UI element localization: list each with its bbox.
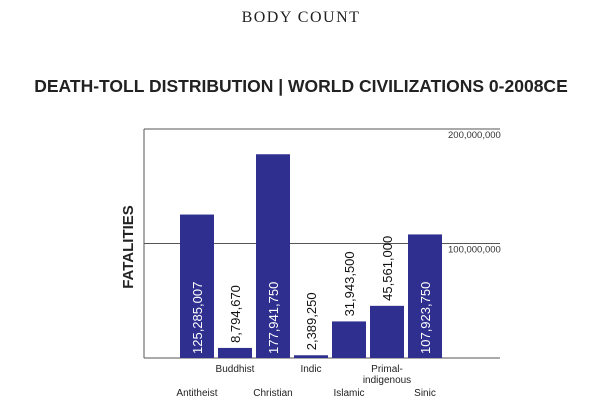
chart-title: DEATH-TOLL DISTRIBUTION | WORLD CIVILIZA… — [34, 76, 568, 96]
x-tick-label: Indic — [300, 364, 321, 375]
page-header: BODY COUNT — [241, 9, 361, 26]
bar-christian — [256, 154, 290, 358]
bar-antitheist — [180, 214, 214, 358]
data-label: 31,943,500 — [342, 251, 357, 316]
data-label: 2,389,250 — [304, 292, 319, 350]
y-tick-label: 200,000,000 — [448, 130, 501, 141]
x-tick-label: Islamic — [333, 388, 364, 399]
bar-indic — [294, 355, 328, 358]
bar-buddhist — [218, 347, 252, 358]
x-tick-label: Christian — [253, 388, 292, 399]
y-axis-label: FATALITIES — [120, 205, 137, 289]
data-label: 45,561,000 — [380, 236, 395, 301]
data-label: 107,923,750 — [418, 282, 433, 354]
bar-primalindigenous — [370, 305, 404, 358]
bar-islamic — [332, 321, 366, 358]
data-label: 177,941,750 — [266, 282, 281, 354]
x-tick-label: Sinic — [414, 388, 436, 399]
data-label: 125,285,007 — [190, 282, 205, 354]
data-label: 8,794,670 — [228, 285, 243, 343]
y-tick-label: 100,000,000 — [448, 245, 501, 256]
x-tick-label: Buddhist — [216, 364, 255, 375]
bar-sinic — [408, 234, 442, 358]
x-tick-label: Antitheist — [176, 388, 217, 399]
x-tick-label: Primal-indigenous — [363, 364, 411, 386]
